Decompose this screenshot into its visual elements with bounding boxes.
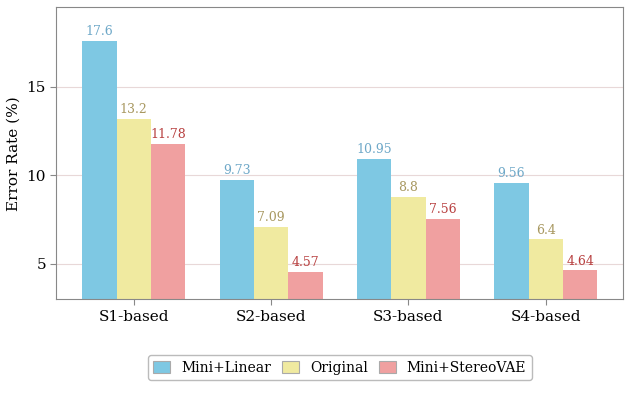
Bar (495, 183, 529, 299)
Bar (391, 197, 426, 299)
Bar (254, 227, 288, 299)
Text: 7.56: 7.56 (429, 203, 457, 216)
Text: 9.56: 9.56 (498, 167, 525, 180)
Bar (151, 144, 185, 299)
Legend: Mini+Linear, Original, Mini+StereoVAE: Mini+Linear, Original, Mini+StereoVAE (148, 355, 532, 380)
Text: 11.78: 11.78 (150, 128, 186, 141)
Bar (357, 158, 391, 299)
Bar (529, 239, 563, 299)
Bar (426, 219, 460, 299)
Bar (563, 270, 597, 299)
Text: 4.57: 4.57 (292, 256, 319, 269)
Text: 7.09: 7.09 (257, 211, 285, 224)
Bar (288, 271, 323, 299)
Y-axis label: Error Rate (%): Error Rate (%) (7, 96, 21, 210)
Text: 9.73: 9.73 (223, 164, 251, 177)
Text: 17.6: 17.6 (86, 25, 113, 38)
Text: 8.8: 8.8 (399, 181, 418, 194)
Bar (117, 119, 151, 299)
Bar (82, 41, 117, 299)
Bar (219, 180, 254, 299)
Text: 6.4: 6.4 (536, 223, 556, 236)
Text: 4.64: 4.64 (566, 255, 594, 268)
Text: 13.2: 13.2 (120, 103, 147, 116)
Text: 10.95: 10.95 (357, 143, 392, 156)
